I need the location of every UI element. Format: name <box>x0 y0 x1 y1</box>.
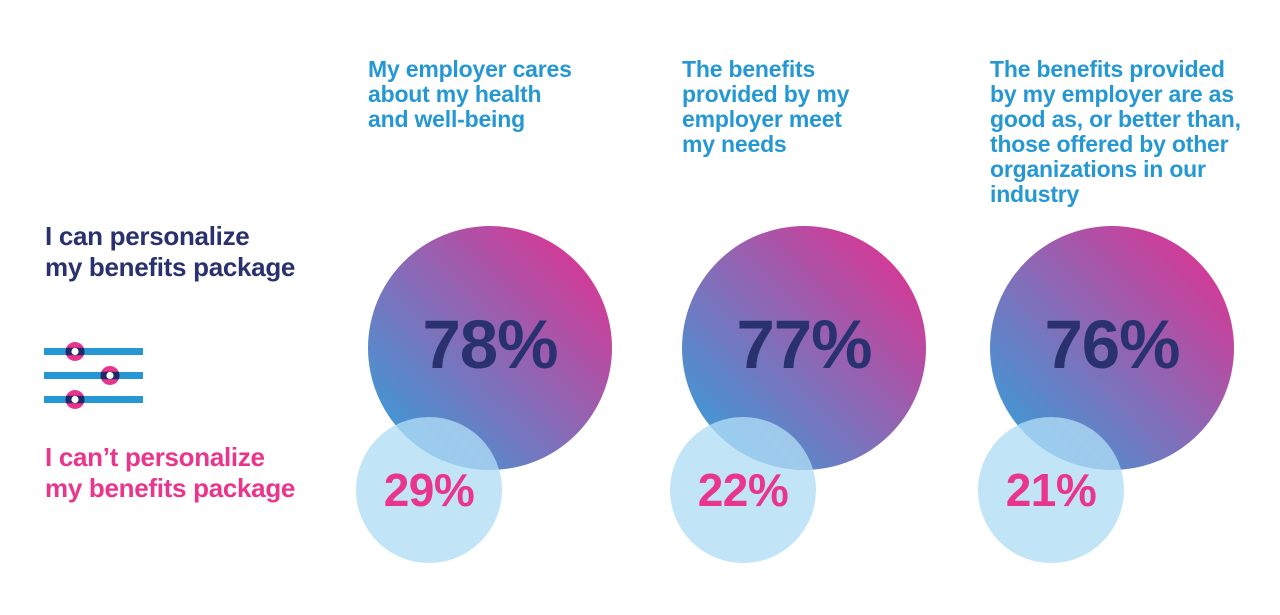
cant-personalize-bubble <box>356 417 502 563</box>
column-health-wellbeing: My employer cares about my health and we… <box>356 56 630 587</box>
can-personalize-value: 77% <box>736 305 872 383</box>
column-header: The benefits provided by my employer are… <box>990 56 1241 207</box>
slider-bar <box>44 372 143 379</box>
cant-personalize-value: 22% <box>697 464 789 516</box>
column-benefits-vs-industry: The benefits provided by my employer are… <box>978 56 1252 587</box>
slider-bar <box>44 348 143 355</box>
can-personalize-value: 76% <box>1044 305 1180 383</box>
slider-knob <box>65 342 85 361</box>
column-header: The benefits provided by my employer mee… <box>682 56 850 157</box>
cant-personalize-value-box: 29% <box>356 417 502 563</box>
slider-knob <box>100 366 120 385</box>
can-personalize-value: 78% <box>422 305 558 383</box>
column-header: My employer cares about my health and we… <box>368 56 572 132</box>
cant-personalize-value: 29% <box>383 464 475 516</box>
cant-personalize-value-box: 22% <box>670 417 816 563</box>
cant-personalize-value: 21% <box>1005 464 1097 516</box>
slider-bar <box>44 396 143 403</box>
column-benefits-meet-needs: The benefits provided by my employer mee… <box>670 56 944 587</box>
cant-personalize-bubble <box>978 417 1124 563</box>
cant-personalize-value-box: 21% <box>978 417 1124 563</box>
legend-cant-personalize-label: I can’t personalize my benefits package <box>45 442 296 503</box>
personalization-sliders-icon <box>44 342 143 409</box>
legend-can-personalize-label: I can personalize my benefits package <box>45 221 296 282</box>
slider-knob <box>65 390 85 409</box>
cant-personalize-bubble <box>670 417 816 563</box>
